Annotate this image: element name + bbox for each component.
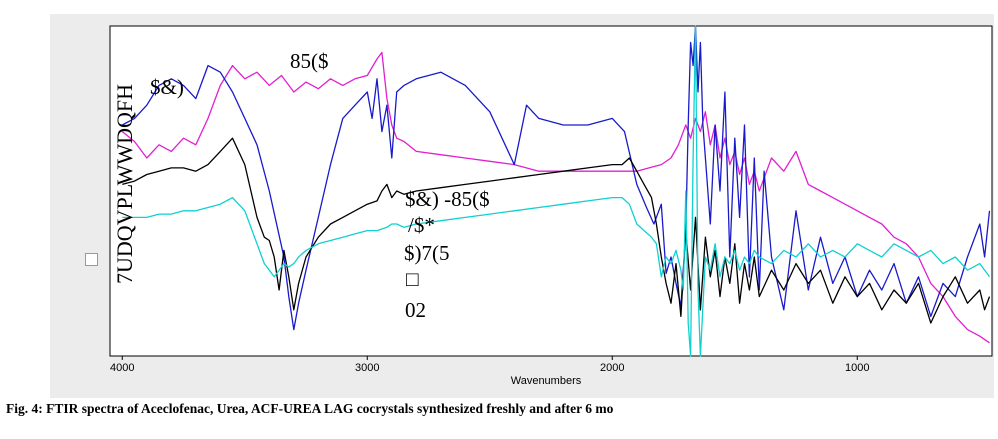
annotation-acf: $&)	[150, 75, 184, 99]
plot-area	[109, 25, 993, 357]
x-tick-label-4: 1000	[845, 362, 869, 374]
annotation-after: $)7(5	[404, 241, 450, 265]
series-layer	[121, 25, 991, 357]
figure-panel: 4000 3000 2000 1000 7UDQVPLWWDQFH Wavenumbe…	[50, 14, 994, 398]
x-tick-label-1: 4000	[110, 362, 134, 374]
placeholder-box	[85, 253, 98, 266]
series-line-4	[122, 25, 991, 357]
annotation-lag: /$*	[408, 213, 435, 237]
series-line-1	[121, 51, 990, 344]
x-axis: 4000 3000 2000 1000	[110, 356, 869, 374]
series-line-2	[121, 25, 991, 331]
x-tick-label-2: 3000	[355, 362, 379, 374]
ftir-chart: 4000 3000 2000 1000 7UDQVPLWWDQFH Wavenumbe…	[109, 25, 993, 387]
x-axis-title: Wavenumbers	[511, 375, 582, 387]
y-axis-label: 7UDQVPLWWDQFH	[112, 84, 137, 284]
annotation-box: □	[406, 267, 419, 291]
figure-caption: Fig. 4: FTIR spectra of Aceclofenac, Ure…	[6, 401, 614, 416]
annotation-urea: 85($	[290, 49, 329, 73]
x-tick-label-3: 2000	[600, 362, 624, 374]
annotation-mo: 02	[405, 298, 426, 322]
annotation-acf-urea: $&) -85($	[405, 187, 490, 211]
